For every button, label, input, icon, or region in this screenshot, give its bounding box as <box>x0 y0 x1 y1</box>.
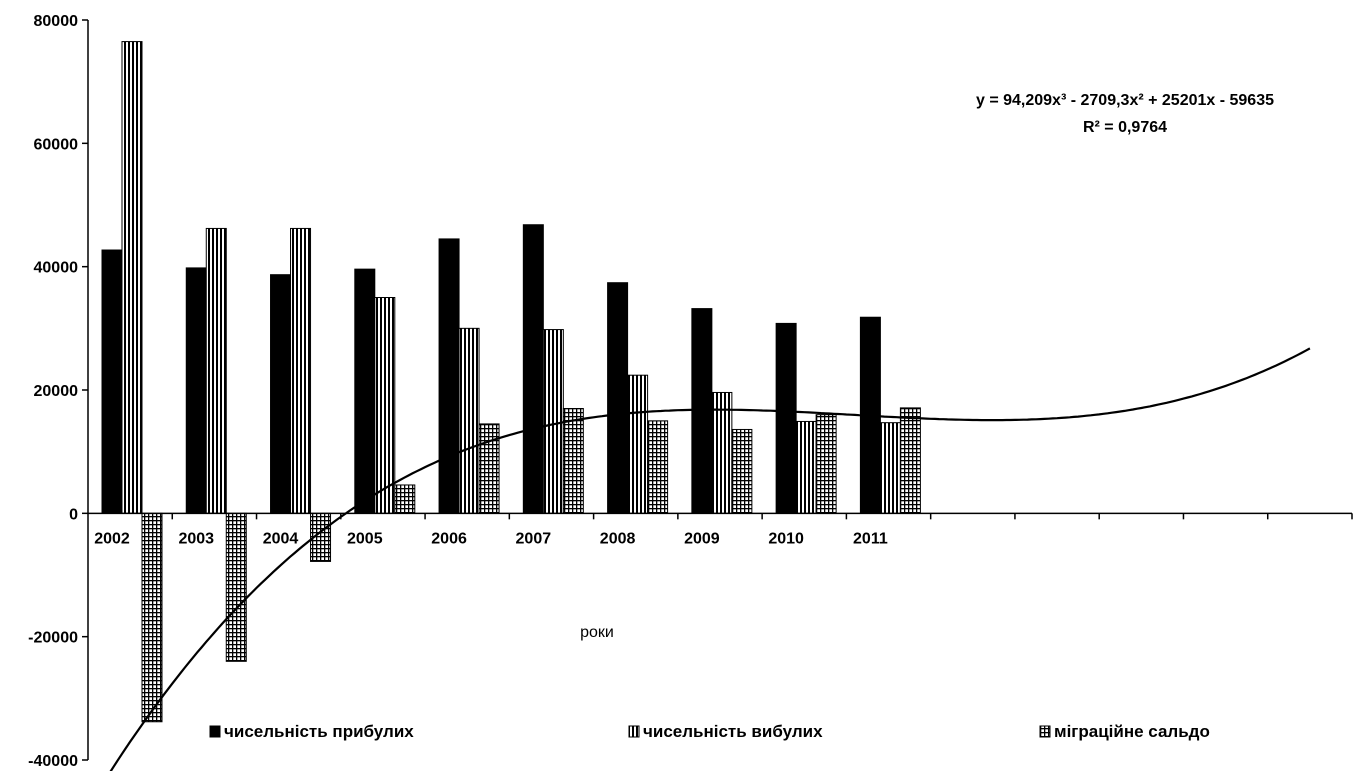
legend-item-arrivals: чисельність прибулих <box>209 722 414 741</box>
bar-net-migration <box>815 414 837 514</box>
y-tick-label: 80000 <box>34 13 79 30</box>
bar-net-migration <box>647 420 669 514</box>
x-tick-label: 2005 <box>347 530 383 547</box>
legend-label-departures: чисельність вибулих <box>643 722 823 741</box>
x-tick-label: 2011 <box>853 530 888 547</box>
bar-departures <box>374 297 396 514</box>
y-tick-label: -20000 <box>28 630 78 647</box>
legend-label-arrivals: чисельність прибулих <box>224 722 414 741</box>
y-tick-label: -40000 <box>28 753 78 770</box>
bar-net-migration <box>478 423 500 514</box>
trendline-r-squared: R² = 0,9764 <box>1083 119 1167 136</box>
y-tick-label: 20000 <box>34 383 79 400</box>
bar-arrivals <box>270 274 292 514</box>
legend-label-net-migration: міграційне сальдо <box>1054 722 1210 741</box>
bar-arrivals <box>775 322 797 514</box>
y-tick-label: 40000 <box>34 260 79 277</box>
bar-net-migration <box>225 512 247 662</box>
x-tick-labels: 2002 2003 2004 2005 2006 2007 2008 2009 2010 2011 <box>94 530 888 547</box>
bar-departures <box>290 227 312 514</box>
bar-net-migration <box>731 428 753 514</box>
x-tick-label: 2009 <box>684 530 720 547</box>
bar-arrivals <box>438 238 460 514</box>
bar-departures <box>121 41 143 514</box>
bar-arrivals <box>691 308 713 514</box>
bar-departures <box>795 420 817 514</box>
bar-arrivals <box>522 224 544 514</box>
bar-departures <box>542 329 564 514</box>
trendline-equation: y = 94,209x³ - 2709,3x² + 25201x - 59635 <box>976 92 1274 109</box>
y-tick-labels: -40000 -20000 0 20000 40000 60000 80000 <box>28 13 78 770</box>
legend-swatch-arrivals <box>209 725 221 738</box>
x-tick-label: 2004 <box>263 530 299 547</box>
legend-swatch-departures <box>628 725 640 738</box>
x-tick-label: 2008 <box>600 530 636 547</box>
legend-swatch-net-migration <box>1039 725 1051 738</box>
bar-net-migration <box>899 407 921 514</box>
bar-arrivals <box>101 249 123 514</box>
ticks-layer <box>82 19 1353 761</box>
x-tick-label: 2006 <box>431 530 467 547</box>
x-tick-label: 2003 <box>178 530 214 547</box>
bar-net-migration <box>141 512 163 723</box>
x-tick-label: 2002 <box>94 530 130 547</box>
bar-net-migration <box>562 408 584 514</box>
bar-net-migration <box>394 484 416 514</box>
legend: чисельність прибулих чисельність вибулих… <box>209 722 1210 741</box>
x-tick-label: 2007 <box>516 530 552 547</box>
bar-departures <box>879 422 901 514</box>
bar-departures <box>458 327 480 514</box>
bar-departures <box>627 374 649 514</box>
legend-item-departures: чисельність вибулих <box>628 722 823 741</box>
bar-arrivals <box>354 268 376 514</box>
y-tick-label: 0 <box>69 506 78 523</box>
x-axis-label: роки <box>580 624 614 641</box>
bar-arrivals <box>607 282 629 514</box>
bar-departures <box>205 227 227 514</box>
legend-item-net-migration: міграційне сальдо <box>1039 722 1210 741</box>
trendline <box>109 347 1311 771</box>
x-tick-label: 2010 <box>768 530 804 547</box>
y-tick-label: 60000 <box>34 136 79 153</box>
bar-arrivals <box>185 267 207 514</box>
